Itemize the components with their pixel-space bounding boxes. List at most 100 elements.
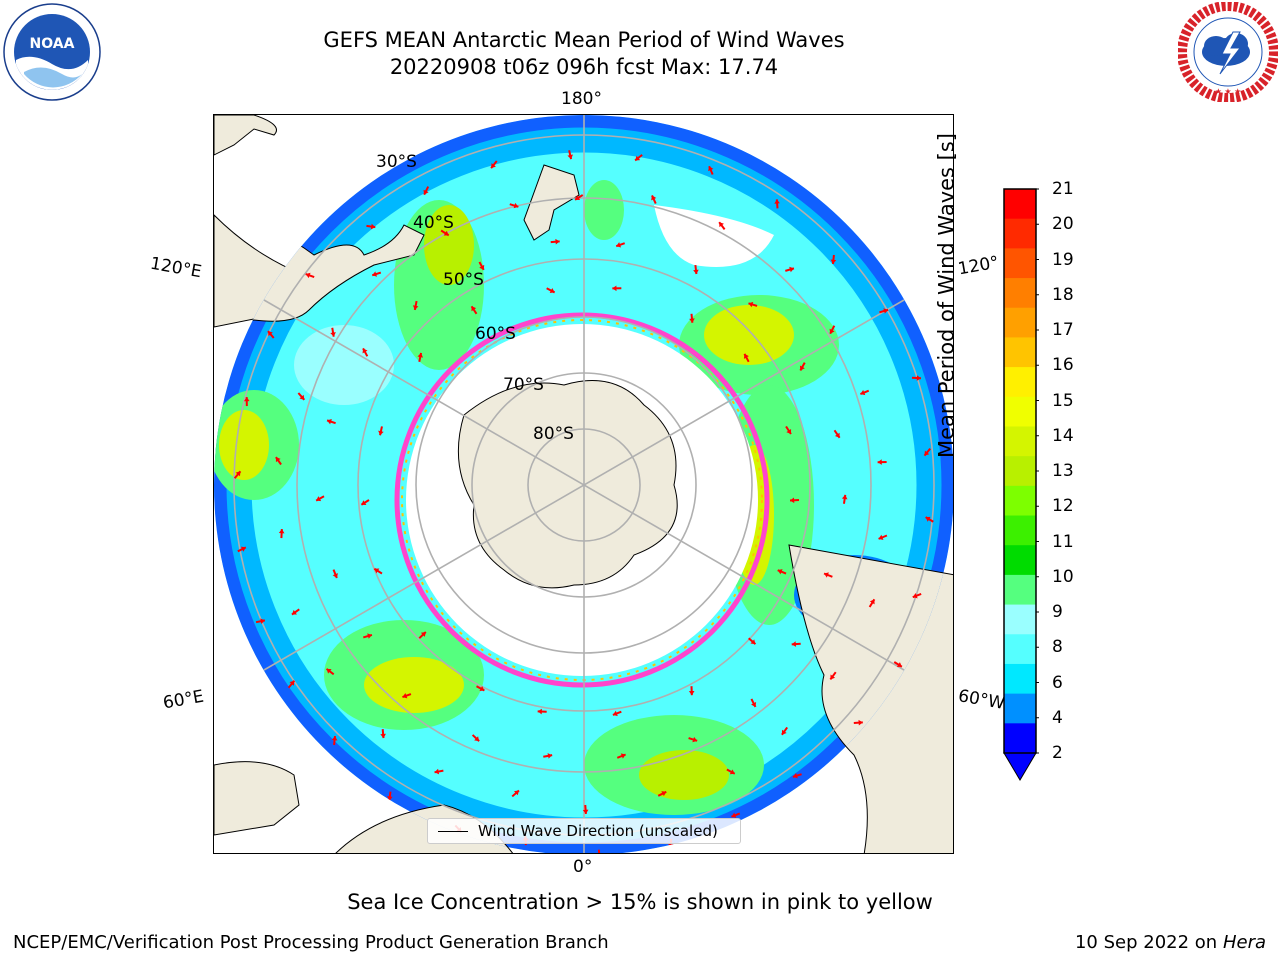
wave-arrow-head: [417, 352, 424, 358]
wave-arrow-head: [858, 719, 863, 726]
wave-arrow-head: [479, 264, 485, 270]
wave-arrow-head: [412, 305, 419, 310]
wave-arrow-head: [240, 546, 246, 552]
wave-arrow-head: [792, 772, 798, 779]
lat-label-70s: 70°S: [503, 375, 544, 395]
wave-arrow-shaft: [597, 849, 601, 853]
footer-date-text: 10 Sep 2022 on: [1074, 932, 1218, 953]
colorbar-band: [1004, 337, 1036, 368]
wave-arrow-head: [243, 397, 250, 402]
wave-arrow-head: [268, 331, 273, 337]
colorbar: [1003, 188, 1039, 781]
polar-map: [214, 115, 953, 853]
wave-arrow-head: [402, 693, 408, 699]
colorbar-band: [1004, 604, 1036, 635]
wave-arrow-head: [370, 223, 376, 230]
wave-arrow-head: [299, 394, 305, 400]
colorbar-tick-label: 9: [1052, 602, 1063, 622]
nws-logo: ★ ★ ★: [1178, 2, 1278, 102]
colorbar-band: [1004, 307, 1036, 338]
wave-arrow-head: [612, 285, 617, 292]
wave-arrow-head: [877, 459, 882, 465]
wave-arrow-head: [692, 736, 698, 743]
lat-label-50s: 50°S: [443, 270, 484, 290]
wave-arrow-head: [830, 259, 837, 264]
wave-arrow-head: [380, 733, 386, 739]
sea-ice-caption: Sea Ice Concentration > 15% is shown in …: [347, 890, 933, 914]
wave-arrow-head: [387, 796, 393, 801]
wave-arrow-head: [789, 266, 794, 273]
wave-arrow-head: [824, 572, 829, 578]
wave-arrow-head: [289, 680, 295, 686]
colorbar-tick-label: 10: [1052, 566, 1074, 587]
wave-arrow-head: [729, 769, 735, 775]
colorbar-tick-label: 18: [1052, 284, 1074, 305]
colorbar-tick-label: 8: [1052, 637, 1063, 658]
wave-arrow-head: [834, 432, 840, 438]
wave-arrow-head: [924, 450, 930, 456]
wave-arrow-head: [751, 702, 757, 707]
colorbar-band: [1004, 574, 1036, 606]
wave-arrow-head: [326, 668, 332, 674]
wave-arrow-head: [567, 154, 573, 160]
wave-arrow-head: [327, 418, 332, 425]
wave-arrow-head: [575, 195, 581, 200]
colorbar-tick-label: 4: [1052, 707, 1063, 728]
lon-label-60e: 60°E: [161, 686, 206, 714]
wave-arrow-head: [661, 791, 667, 797]
wave-arrow-head: [332, 573, 338, 579]
wave-arrow-head: [829, 328, 835, 334]
wave-arrow-head: [667, 843, 674, 848]
wave-arrow-head: [331, 736, 338, 741]
chart-subtitle: 20220908 t06z 096h fcst Max: 17.74: [389, 55, 779, 79]
colorbar-band: [1004, 189, 1036, 220]
wave-arrow-head: [693, 269, 699, 275]
wave-arrow-head: [719, 222, 724, 228]
wave-arrow-head: [537, 708, 542, 715]
colorbar-tick-label: 14: [1052, 425, 1074, 446]
colorbar-band: [1004, 515, 1036, 546]
colorbar-band: [1004, 367, 1036, 398]
footer-branch: NCEP/EMC/Verification Post Processing Pr…: [13, 932, 609, 953]
wave-arrow-head: [471, 306, 477, 312]
wave-arrow-head: [491, 163, 496, 169]
wave-arrow-head: [372, 271, 378, 277]
wave-arrow-head: [616, 242, 622, 248]
wave-arrow-head: [777, 569, 783, 575]
wave-arrow-head: [291, 609, 297, 615]
colorbar-tick-label: 13: [1052, 461, 1074, 481]
wave-arrow-head: [916, 375, 921, 381]
lon-label-120w: 120°: [956, 252, 1001, 280]
noaa-logo-text: NOAA: [30, 36, 75, 52]
colorbar-tick-label: 20: [1052, 214, 1074, 235]
wave-arrow-head: [688, 690, 695, 696]
colorbar-band: [1004, 426, 1036, 457]
colorbar-band: [1004, 456, 1036, 487]
wave-arrow-head: [878, 534, 884, 540]
lon-label-180: 180°: [561, 89, 602, 109]
colorbar-band: [1004, 723, 1036, 754]
colorbar-tick-label: 2: [1052, 743, 1063, 763]
colorbar-tick-label: 16: [1052, 355, 1074, 376]
colorbar-tick-label: 6: [1052, 672, 1063, 693]
wave-arrow-head: [278, 529, 285, 534]
lon-label-60w: 60°W: [956, 686, 1006, 714]
wave-arrow-head: [896, 662, 902, 667]
wave-arrow-head: [731, 812, 737, 818]
svg-text:★ ★ ★: ★ ★ ★: [1215, 87, 1242, 96]
wave-arrow-head: [235, 471, 241, 477]
wave-arrow-head: [420, 631, 426, 637]
wave-arrow-head: [330, 332, 336, 337]
colorbar-band: [1004, 545, 1036, 576]
lon-label-0: 0°: [573, 857, 593, 877]
wave-arrow-head: [361, 500, 367, 505]
wave-arrow-head: [582, 809, 589, 814]
wave-arrow-head: [651, 195, 657, 201]
colorbar-band: [1004, 278, 1036, 309]
lat-label-80s: 80°S: [533, 424, 574, 444]
colorbar-tick-label: 11: [1052, 531, 1074, 552]
wave-arrow-head: [781, 729, 787, 735]
wave-arrow-head: [367, 633, 372, 639]
colorbar-band: [1004, 248, 1036, 279]
colorbar-band: [1004, 485, 1036, 517]
